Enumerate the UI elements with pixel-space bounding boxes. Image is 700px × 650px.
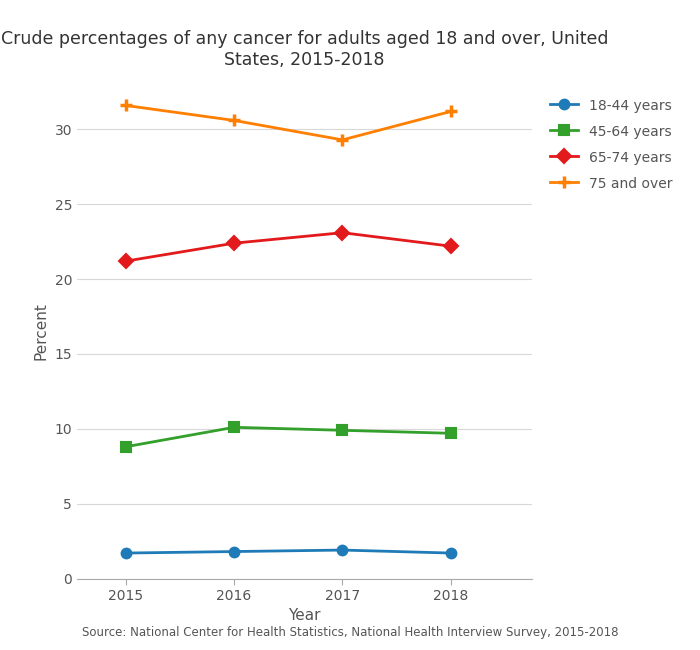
45-64 years xyxy=(230,423,238,431)
Title: Crude percentages of any cancer for adults aged 18 and over, United
States, 2015: Crude percentages of any cancer for adul… xyxy=(1,31,608,69)
Line: 18-44 years: 18-44 years xyxy=(121,545,456,558)
45-64 years xyxy=(338,426,346,434)
45-64 years xyxy=(122,443,130,450)
65-74 years xyxy=(447,242,455,250)
75 and over xyxy=(338,136,346,144)
Line: 45-64 years: 45-64 years xyxy=(121,422,456,452)
Y-axis label: Percent: Percent xyxy=(34,302,49,361)
75 and over xyxy=(230,116,238,124)
Line: 75 and over: 75 and over xyxy=(120,99,457,146)
65-74 years xyxy=(338,229,346,237)
X-axis label: Year: Year xyxy=(288,608,321,623)
45-64 years xyxy=(447,430,455,437)
Line: 65-74 years: 65-74 years xyxy=(121,228,456,266)
75 and over xyxy=(447,107,455,115)
18-44 years xyxy=(338,546,346,554)
18-44 years xyxy=(230,548,238,556)
75 and over xyxy=(122,101,130,109)
Text: Source: National Center for Health Statistics, National Health Interview Survey,: Source: National Center for Health Stati… xyxy=(82,626,618,639)
Legend: 18-44 years, 45-64 years, 65-74 years, 75 and over: 18-44 years, 45-64 years, 65-74 years, 7… xyxy=(543,92,680,198)
65-74 years xyxy=(230,239,238,247)
65-74 years xyxy=(122,257,130,265)
18-44 years xyxy=(447,549,455,557)
18-44 years xyxy=(122,549,130,557)
